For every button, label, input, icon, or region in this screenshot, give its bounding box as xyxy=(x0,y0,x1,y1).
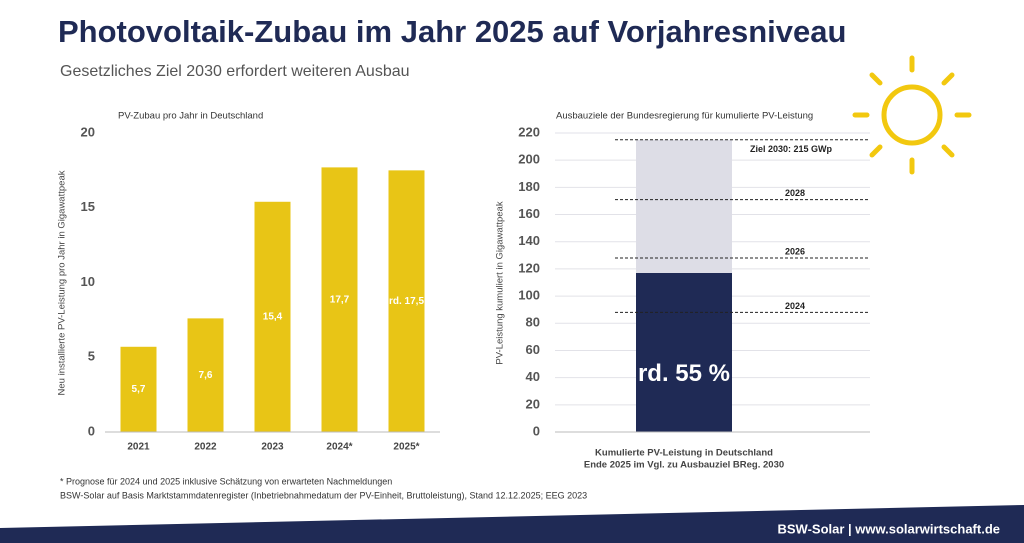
bar xyxy=(321,167,358,432)
value-label: 15,4 xyxy=(263,312,283,323)
bar xyxy=(254,201,291,432)
target-label: 2026 xyxy=(785,246,805,256)
subtitle: Gesetzliches Ziel 2030 erfordert weitere… xyxy=(60,63,410,80)
y-tick-label: 200 xyxy=(518,152,540,167)
bar xyxy=(187,318,224,432)
title: Photovoltaik-Zubau im Jahr 2025 auf Vorj… xyxy=(58,14,846,49)
y-axis-label: PV-Leistung kumuliert in Gigawattpeak xyxy=(495,201,506,364)
y-tick-label: 20 xyxy=(81,124,95,139)
target-label: 2028 xyxy=(785,188,805,198)
y-tick-label: 220 xyxy=(518,124,540,139)
value-label: rd. 17,5 xyxy=(389,296,424,307)
y-tick-label: 5 xyxy=(88,349,95,364)
value-label: 5,7 xyxy=(132,384,146,395)
y-tick-label: 15 xyxy=(81,199,95,214)
y-tick-label: 80 xyxy=(526,315,540,330)
y-tick-label: 120 xyxy=(518,260,540,275)
y-tick-label: 60 xyxy=(526,342,540,357)
sun xyxy=(852,55,972,175)
y-tick-label: 140 xyxy=(518,233,540,248)
y-tick-label: 20 xyxy=(526,396,540,411)
target-label: 2024 xyxy=(785,301,805,311)
y-tick-label: 180 xyxy=(518,179,540,194)
footer: BSW-Solar | www.solarwirtschaft.de xyxy=(778,521,1001,536)
y-axis-label: Neu installierte PV-Leistung pro Jahr in… xyxy=(57,170,68,395)
footnote: * Prognose für 2024 und 2025 inklusive S… xyxy=(60,476,392,486)
x-tick-label: 2023 xyxy=(261,442,284,453)
footer-band xyxy=(0,505,1024,543)
bar-segment xyxy=(636,139,732,273)
y-tick-label: 0 xyxy=(533,423,540,438)
annotation: rd. 55 % xyxy=(638,360,730,387)
y-tick-label: 100 xyxy=(518,288,540,303)
bar-segment xyxy=(636,272,732,432)
x-tick-label: 2025* xyxy=(393,442,419,453)
category-label: Kumulierte PV-Leistung in Deutschland xyxy=(595,448,773,459)
y-tick-label: 40 xyxy=(526,369,540,384)
footnote: BSW-Solar auf Basis Marktstammdatenregis… xyxy=(60,490,587,500)
x-tick-label: 2024* xyxy=(326,442,352,453)
value-label: 7,6 xyxy=(199,370,213,381)
y-tick-label: 160 xyxy=(518,206,540,221)
value-label: 17,7 xyxy=(330,294,350,305)
target-label: Ziel 2030: 215 GWp xyxy=(750,144,833,154)
y-tick-label: 10 xyxy=(81,274,95,289)
bar xyxy=(120,346,157,432)
x-tick-label: 2022 xyxy=(194,442,217,453)
category-label: Ende 2025 im Vgl. zu Ausbauziel BReg. 20… xyxy=(584,460,784,471)
bar xyxy=(388,170,425,432)
y-tick-label: 0 xyxy=(88,423,95,438)
x-tick-label: 2021 xyxy=(127,442,150,453)
chart-title: PV-Zubau pro Jahr in Deutschland xyxy=(118,111,263,122)
chart-title: Ausbauziele der Bundesregierung für kumu… xyxy=(556,111,813,122)
